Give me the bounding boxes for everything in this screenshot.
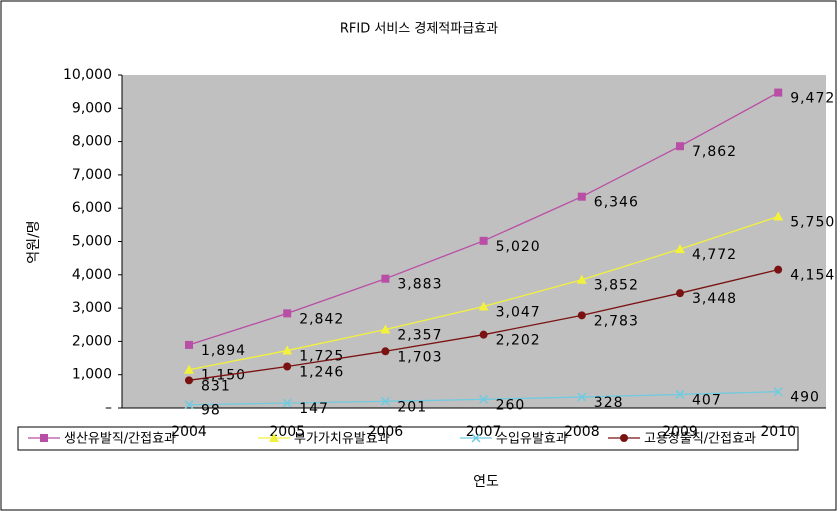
data-label: 2,842 bbox=[299, 311, 344, 327]
data-label: 3,448 bbox=[692, 291, 737, 307]
legend-label: 고용창출직/간접효과 bbox=[644, 432, 756, 447]
data-label: 2,357 bbox=[397, 328, 442, 344]
marker bbox=[184, 400, 194, 410]
data-label: 4,154 bbox=[790, 268, 835, 284]
marker bbox=[380, 324, 391, 334]
data-label: 1,725 bbox=[299, 349, 344, 365]
marker bbox=[576, 274, 587, 284]
y-tick-label: 8,000 bbox=[72, 134, 112, 150]
marker bbox=[381, 274, 390, 283]
legend-label: 부가가치유발효과 bbox=[294, 432, 390, 447]
marker bbox=[478, 301, 489, 311]
marker bbox=[577, 192, 586, 201]
marker bbox=[676, 142, 684, 151]
marker bbox=[675, 244, 685, 254]
data-label: 3,852 bbox=[594, 278, 639, 294]
x-tick-label: 2006 bbox=[368, 424, 404, 440]
marker bbox=[282, 345, 293, 355]
data-label: 2,202 bbox=[496, 333, 541, 349]
legend-marker bbox=[40, 434, 48, 442]
x-tick-label: 2005 bbox=[269, 424, 305, 440]
data-label: 260 bbox=[496, 397, 526, 413]
y-tick-label: 3,000 bbox=[72, 300, 112, 316]
data-label: 98 bbox=[201, 403, 221, 419]
marker bbox=[676, 289, 684, 298]
data-label: 328 bbox=[594, 395, 624, 411]
x-axis-label: 연도 bbox=[473, 474, 499, 490]
data-label: 5,020 bbox=[496, 239, 541, 255]
marker bbox=[184, 364, 194, 374]
data-label: 147 bbox=[299, 401, 329, 417]
data-label: 1,894 bbox=[201, 343, 246, 359]
data-label: 201 bbox=[397, 399, 427, 415]
legend-marker bbox=[620, 434, 628, 442]
data-label: 1,703 bbox=[397, 349, 442, 365]
y-tick-label: 10,000 bbox=[63, 67, 112, 83]
y-tick-label: – bbox=[105, 400, 112, 416]
marker bbox=[380, 396, 390, 406]
y-tick-label: 1,000 bbox=[72, 367, 112, 383]
marker bbox=[283, 309, 292, 318]
x-tick-label: 2010 bbox=[760, 424, 796, 440]
data-label: 831 bbox=[201, 378, 231, 394]
marker bbox=[773, 211, 784, 221]
marker bbox=[185, 340, 193, 349]
data-label: 4,772 bbox=[692, 247, 737, 263]
data-label: 3,883 bbox=[397, 277, 442, 293]
y-tick-label: 4,000 bbox=[72, 267, 112, 283]
marker bbox=[282, 398, 292, 408]
y-tick-label: 9,000 bbox=[72, 100, 112, 116]
legend-marker bbox=[471, 433, 481, 443]
marker bbox=[773, 387, 783, 397]
marker bbox=[381, 347, 390, 356]
legend-label: 생산유발직/간접효과 bbox=[64, 432, 176, 447]
data-label: 2,783 bbox=[594, 313, 639, 329]
marker bbox=[774, 265, 783, 274]
marker bbox=[774, 88, 783, 97]
chart-title: RFID 서비스 경제적파급효과 bbox=[340, 22, 498, 37]
data-label: 3,047 bbox=[496, 305, 541, 321]
x-tick-label: 2004 bbox=[171, 424, 207, 440]
data-label: 6,346 bbox=[594, 195, 639, 211]
data-label: 5,750 bbox=[790, 215, 835, 231]
marker bbox=[577, 311, 586, 320]
data-label: 1,246 bbox=[299, 365, 344, 381]
marker bbox=[675, 389, 685, 399]
x-tick-label: 2009 bbox=[662, 424, 698, 440]
data-label: 490 bbox=[790, 390, 820, 406]
y-tick-label: 6,000 bbox=[72, 200, 112, 216]
marker bbox=[479, 236, 488, 245]
data-label: 7,862 bbox=[692, 144, 737, 160]
marker bbox=[479, 330, 488, 339]
marker bbox=[185, 376, 193, 385]
legend-label: 수입유발효과 bbox=[496, 432, 568, 447]
data-label: 407 bbox=[692, 392, 722, 408]
data-label: 9,472 bbox=[790, 91, 835, 107]
y-tick-label: 2,000 bbox=[72, 333, 112, 349]
y-tick-label: 5,000 bbox=[72, 234, 112, 250]
y-axis-label: 억원/명 bbox=[26, 220, 42, 263]
x-tick-label: 2008 bbox=[564, 424, 600, 440]
marker bbox=[577, 392, 587, 402]
legend-marker bbox=[269, 433, 279, 442]
legend-box bbox=[17, 426, 799, 451]
marker bbox=[479, 394, 489, 404]
y-tick-label: 7,000 bbox=[72, 167, 112, 183]
marker bbox=[283, 362, 292, 371]
